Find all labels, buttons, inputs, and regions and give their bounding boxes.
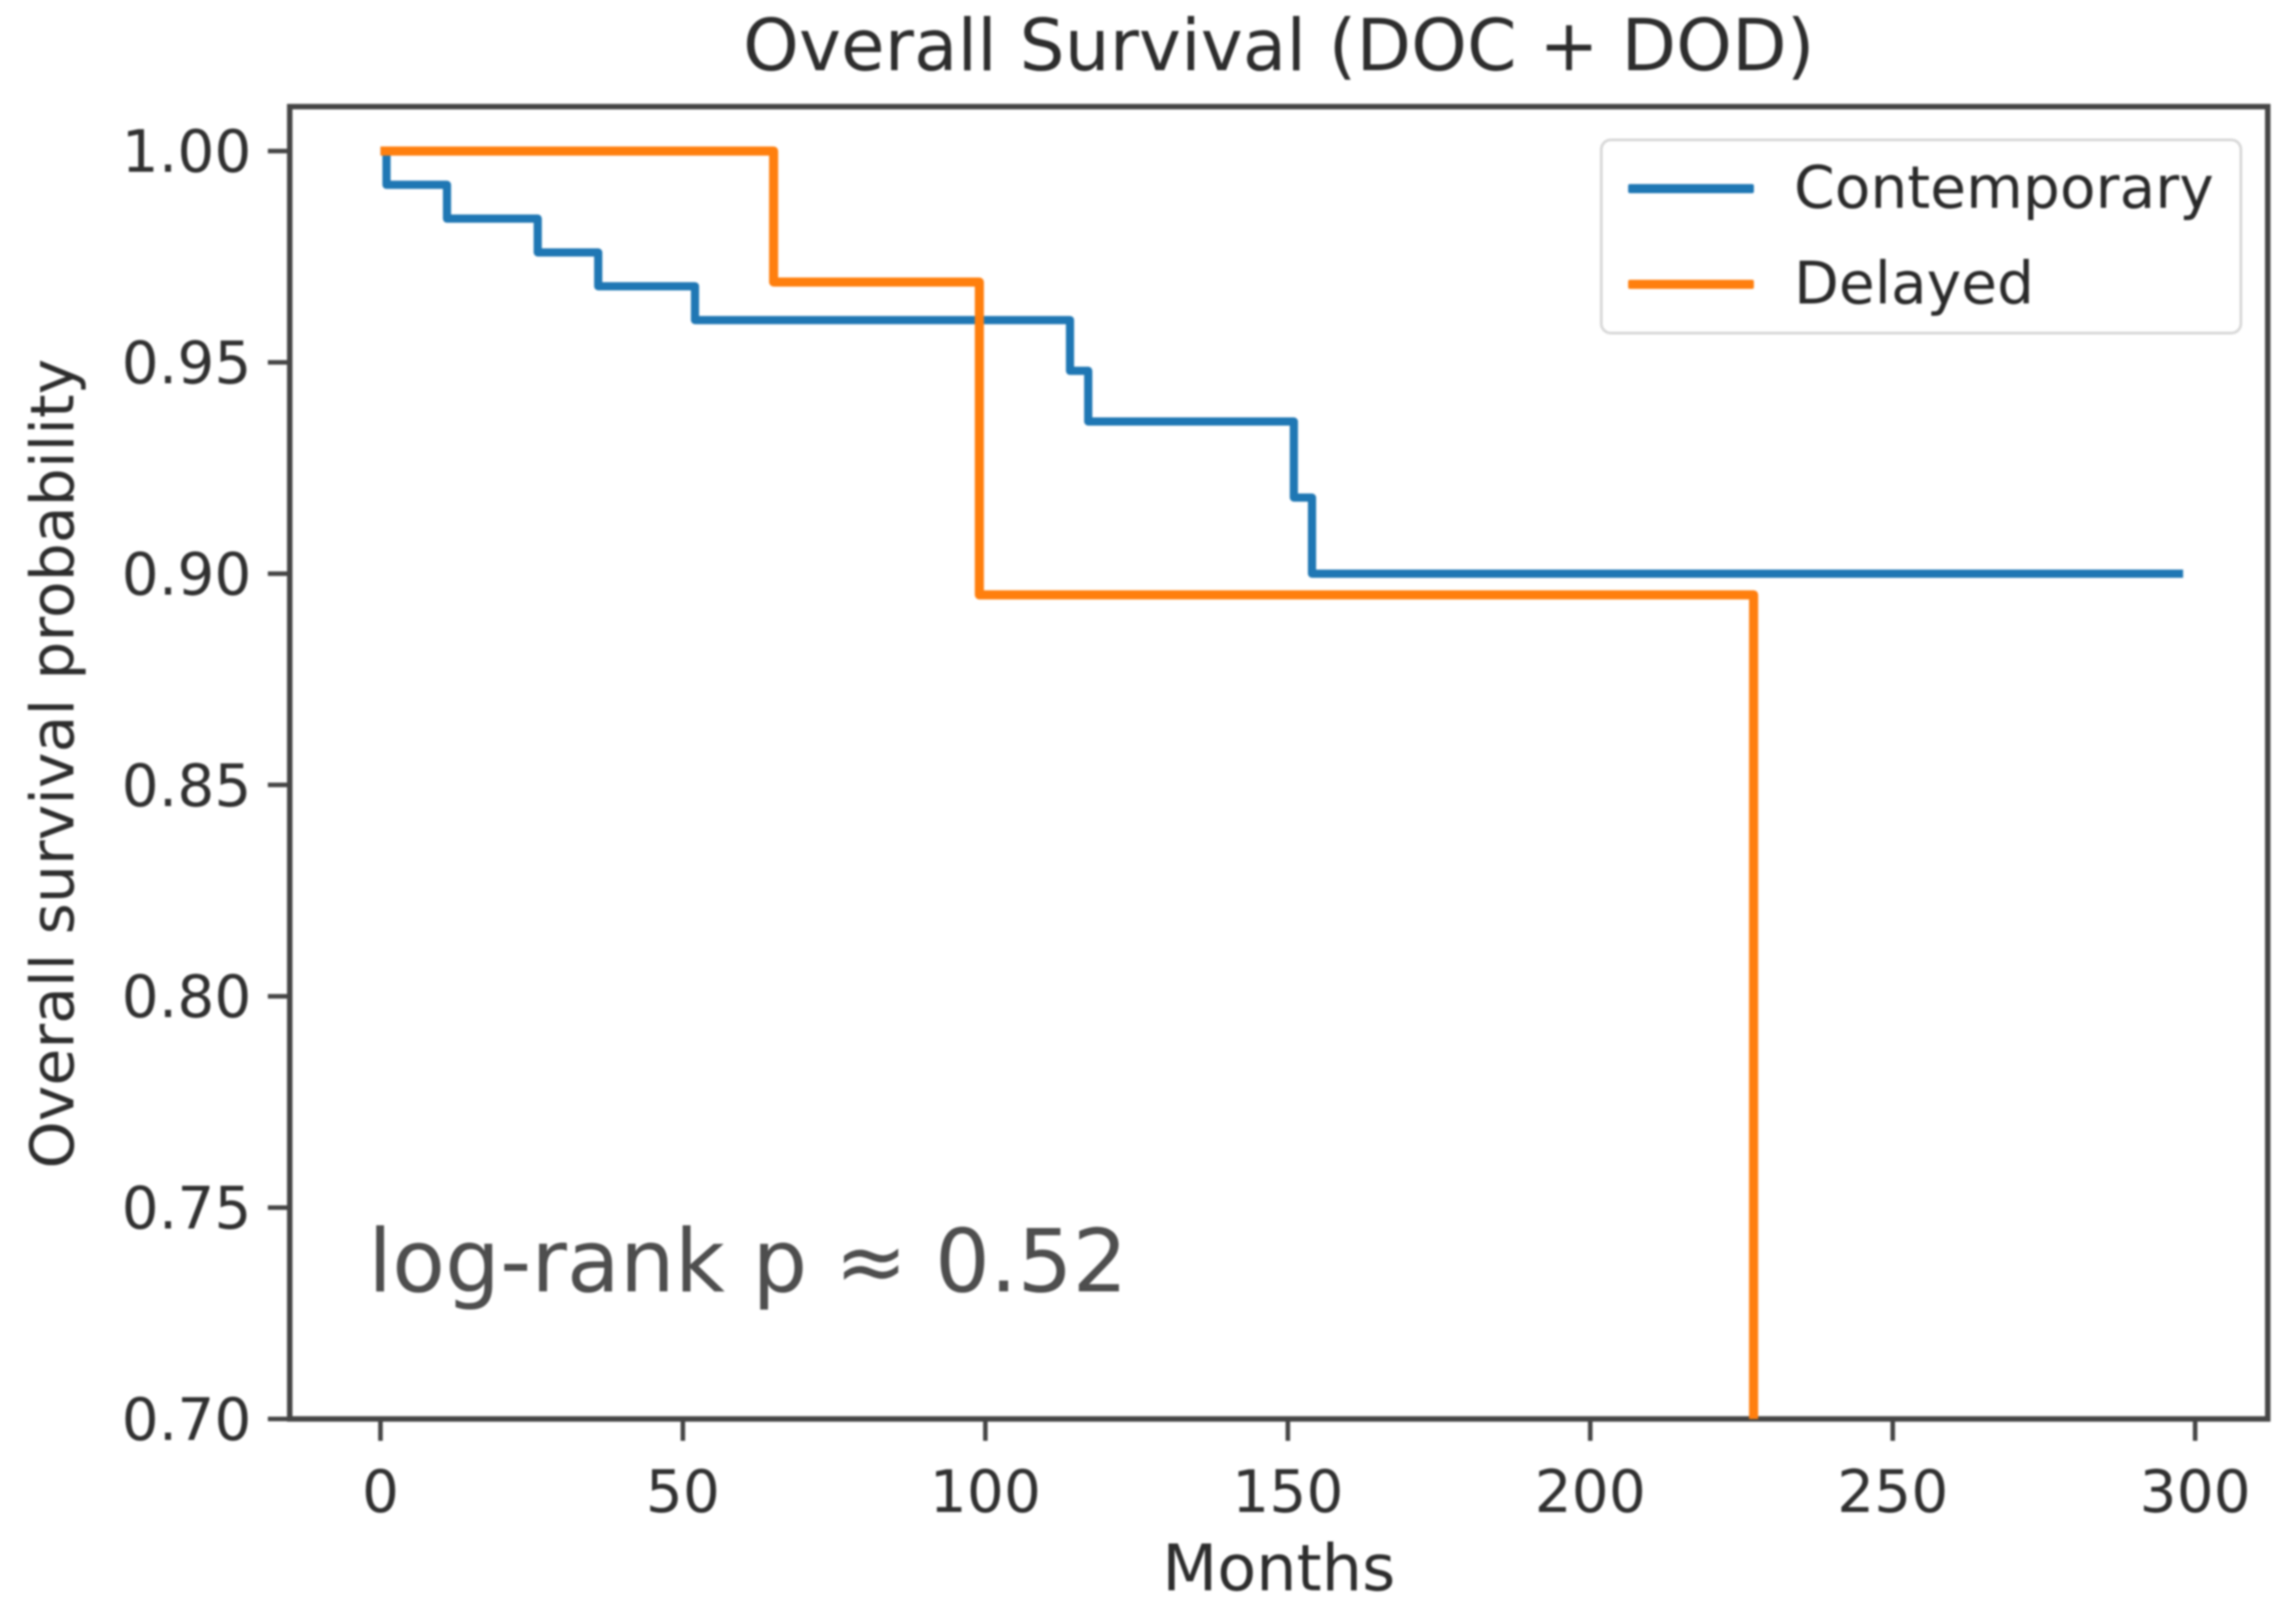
y-tick-label: 0.95 xyxy=(122,331,252,398)
chart-title: Overall Survival (DOC + DOD) xyxy=(743,5,1815,87)
legend-item-contemporary: Contemporary xyxy=(1603,159,2240,218)
x-tick-label: 300 xyxy=(2139,1459,2250,1526)
x-tick-label: 100 xyxy=(929,1459,1040,1526)
y-tick-label: 0.85 xyxy=(122,753,252,820)
delayed-line-swatch xyxy=(1628,279,1754,289)
x-tick-label: 200 xyxy=(1534,1459,1645,1526)
y-tick-label: 0.90 xyxy=(122,542,252,610)
legend-label-delayed: Delayed xyxy=(1794,250,2035,318)
plot-box xyxy=(287,104,2270,1422)
x-tick-label: 150 xyxy=(1232,1459,1343,1526)
y-tick-label: 1.00 xyxy=(122,119,252,187)
contemporary-line-swatch xyxy=(1628,184,1754,194)
y-tick-label: 0.70 xyxy=(122,1387,252,1454)
x-tick-label: 0 xyxy=(362,1459,399,1526)
y-tick-label: 0.80 xyxy=(122,964,252,1032)
legend: Contemporary Delayed xyxy=(1600,139,2242,334)
legend-item-delayed: Delayed xyxy=(1603,255,2240,313)
series-contemporary xyxy=(380,147,2184,578)
log-rank-annotation: log-rank p ≈ 0.52 xyxy=(368,1212,1128,1312)
x-tick-label: 250 xyxy=(1837,1459,1948,1526)
y-axis-label: Overall survival probability xyxy=(17,358,88,1169)
y-tick-label: 0.75 xyxy=(122,1176,252,1243)
x-axis-label: Months xyxy=(1162,1531,1396,1606)
legend-label-contemporary: Contemporary xyxy=(1794,155,2214,223)
series-delayed xyxy=(380,146,1758,1419)
x-tick-label: 50 xyxy=(646,1459,720,1526)
